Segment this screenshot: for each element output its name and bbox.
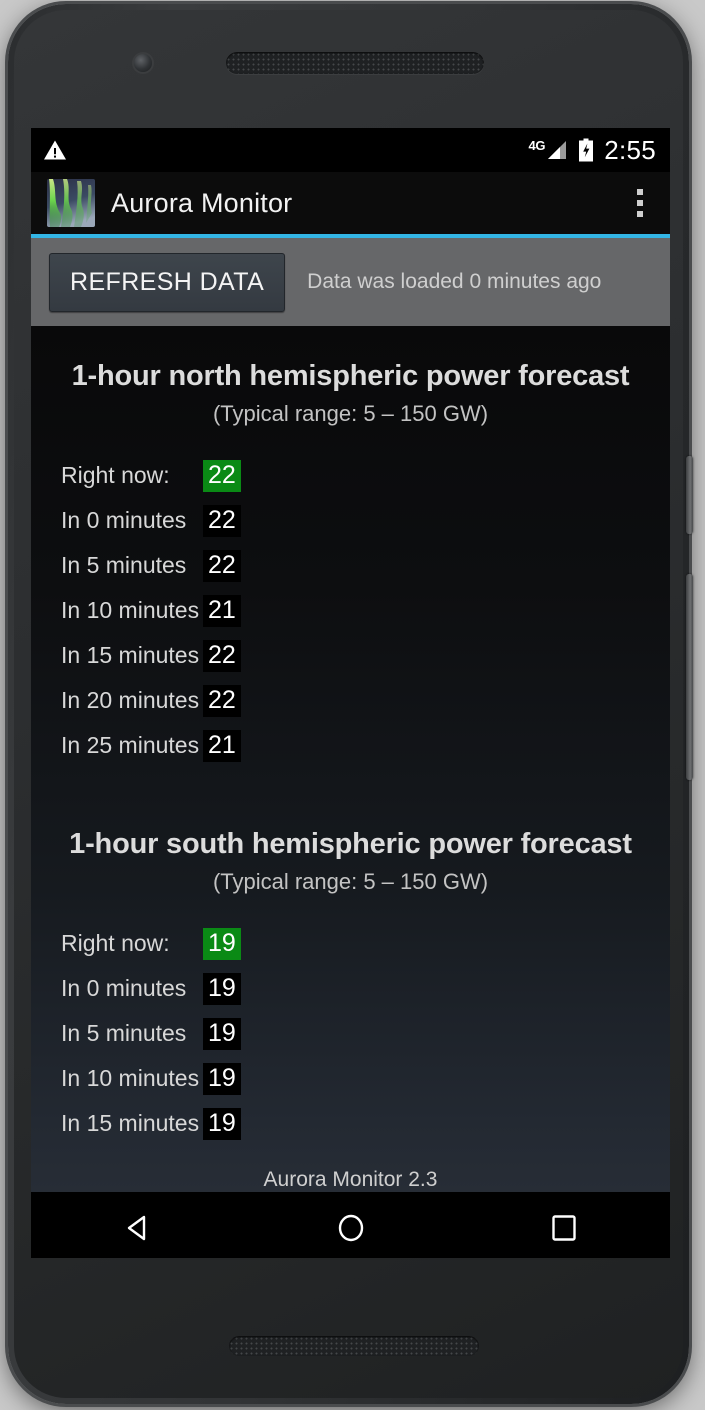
- forecast-row-label: In 0 minutes: [61, 975, 187, 1001]
- overflow-menu-icon[interactable]: [622, 179, 658, 227]
- app-bar: Aurora Monitor: [31, 172, 670, 234]
- forecast-row-value: 22: [203, 549, 241, 582]
- android-navigation-bar: [31, 1192, 670, 1258]
- forecast-row-value: 22: [203, 639, 241, 672]
- forecast-row: In 20 minutes 22: [61, 678, 654, 723]
- forecast-row: In 15 minutes 22: [61, 633, 654, 678]
- forecast-row-label: Right now:: [61, 930, 170, 956]
- forecast-row: In 10 minutes 19: [61, 1056, 654, 1101]
- forecast-row-value: 22: [203, 684, 241, 717]
- status-bar: 4G 2:55: [31, 128, 670, 172]
- warning-triangle-icon: [43, 138, 67, 162]
- forecast-row: In 10 minutes 21: [61, 588, 654, 633]
- forecast-row-label: Right now:: [61, 462, 170, 488]
- action-strip: REFRESH DATA Data was loaded 0 minutes a…: [31, 238, 670, 326]
- forecast-content: 1-hour north hemispheric power forecast …: [31, 326, 670, 1192]
- home-circle-icon[interactable]: [305, 1192, 397, 1258]
- power-button[interactable]: [686, 456, 693, 534]
- earpiece-speaker: [226, 52, 484, 74]
- forecast-row-value: 21: [203, 594, 241, 627]
- forecast-row: In 0 minutes 19: [61, 966, 654, 1011]
- accent-divider: [31, 234, 670, 238]
- forecast-row: In 15 minutes 19: [61, 1101, 654, 1146]
- forecast-row-value: 19: [203, 1062, 241, 1095]
- refresh-data-button[interactable]: REFRESH DATA: [49, 252, 286, 312]
- forecast-row-value: 19: [203, 1017, 241, 1050]
- bottom-speaker-grille: [229, 1336, 479, 1356]
- forecast-row-value: 21: [203, 729, 241, 762]
- south-forecast-section: 1-hour south hemispheric power forecast …: [31, 794, 670, 1192]
- network-type-label: 4G: [528, 138, 546, 153]
- front-camera: [134, 54, 152, 72]
- forecast-row-value: 19: [203, 972, 241, 1005]
- north-section-title: 1-hour north hemispheric power forecast: [71, 360, 630, 392]
- forecast-row: In 25 minutes 21: [61, 723, 654, 768]
- signal-bars-icon: 4G: [528, 139, 568, 161]
- forecast-row: Right now: 19: [61, 921, 654, 966]
- north-forecast-rows: Right now: 22 In 0 minutes 22 In 5 minut…: [47, 453, 654, 768]
- recents-square-icon[interactable]: [518, 1192, 610, 1258]
- forecast-row-label: In 10 minutes: [61, 1065, 200, 1091]
- forecast-row-label: In 5 minutes: [61, 1020, 187, 1046]
- forecast-row-value: 19: [203, 1107, 241, 1140]
- status-bar-right: 4G 2:55: [528, 137, 656, 163]
- aurora-app-icon: [47, 179, 95, 227]
- forecast-row-label: In 25 minutes: [61, 732, 200, 758]
- forecast-row-value: 22: [203, 504, 241, 537]
- data-loaded-status: Data was loaded 0 minutes ago: [307, 270, 602, 293]
- forecast-row-label: In 20 minutes: [61, 687, 200, 713]
- forecast-row: Right now: 22: [61, 453, 654, 498]
- section-gap: [31, 768, 670, 794]
- forecast-row-value: 19: [203, 927, 241, 960]
- status-bar-clock: 2:55: [604, 135, 656, 165]
- volume-rocker-button[interactable]: [686, 574, 693, 780]
- forecast-row-label: In 0 minutes: [61, 507, 187, 533]
- phone-screen: 4G 2:55: [31, 128, 670, 1258]
- forecast-row: In 5 minutes 19: [61, 1011, 654, 1056]
- back-triangle-icon[interactable]: [92, 1192, 184, 1258]
- south-section-title: 1-hour south hemispheric power forecast: [69, 828, 632, 860]
- south-section-subtitle: (Typical range: 5 – 150 GW): [212, 869, 489, 894]
- app-title: Aurora Monitor: [111, 187, 293, 218]
- status-bar-left: [43, 138, 528, 162]
- north-forecast-section: 1-hour north hemispheric power forecast …: [31, 326, 670, 768]
- forecast-row-label: In 5 minutes: [61, 552, 187, 578]
- forecast-row: In 5 minutes 22: [61, 543, 654, 588]
- forecast-row-label: In 15 minutes: [61, 642, 200, 668]
- south-forecast-rows: Right now: 19 In 0 minutes 19 In 5 minut…: [47, 921, 654, 1146]
- app-version-label: Aurora Monitor 2.3: [263, 1168, 438, 1191]
- forecast-row-label: In 10 minutes: [61, 597, 200, 623]
- forecast-row-label: In 15 minutes: [61, 1110, 200, 1136]
- forecast-row-value: 22: [203, 459, 241, 492]
- north-section-subtitle: (Typical range: 5 – 150 GW): [212, 401, 489, 426]
- forecast-row: In 0 minutes 22: [61, 498, 654, 543]
- battery-charging-icon: [578, 138, 594, 162]
